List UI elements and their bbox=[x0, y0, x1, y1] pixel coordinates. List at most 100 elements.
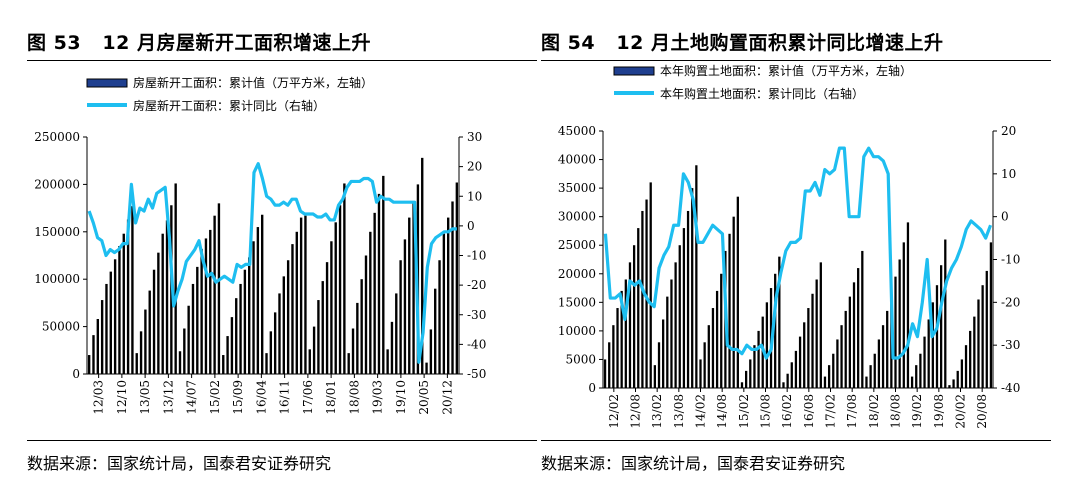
x-tick-label: 19/08 bbox=[932, 394, 946, 429]
bar bbox=[778, 256, 781, 388]
x-tick-label: 17/08 bbox=[845, 394, 859, 429]
bar bbox=[774, 273, 777, 388]
bar bbox=[109, 271, 112, 374]
bar bbox=[200, 248, 203, 374]
bar bbox=[865, 376, 868, 388]
bar bbox=[299, 217, 303, 374]
bar bbox=[678, 245, 681, 388]
bar bbox=[869, 365, 872, 388]
bar bbox=[811, 293, 814, 388]
bar bbox=[356, 302, 359, 374]
y-left-tick-label: 150000 bbox=[34, 225, 80, 239]
bar bbox=[87, 355, 91, 374]
bar bbox=[803, 322, 806, 388]
bar bbox=[256, 227, 260, 374]
bar bbox=[910, 376, 914, 388]
x-tick-label: 17/06 bbox=[301, 380, 315, 415]
bar bbox=[191, 283, 195, 374]
y-right-tick-label: 0 bbox=[467, 219, 475, 233]
bar bbox=[451, 201, 454, 374]
bar bbox=[612, 325, 615, 388]
x-tick-label: 19/03 bbox=[371, 380, 385, 415]
bar bbox=[321, 281, 324, 374]
bar bbox=[840, 325, 843, 388]
bar bbox=[782, 382, 785, 388]
bar bbox=[981, 285, 984, 388]
bar bbox=[390, 321, 394, 374]
x-tick-label: 13/12 bbox=[161, 380, 175, 415]
bar bbox=[686, 210, 690, 388]
y-right-tick-label: -10 bbox=[467, 249, 486, 263]
title-rule bbox=[541, 60, 1051, 61]
title-rule bbox=[27, 60, 537, 61]
bar bbox=[749, 359, 752, 388]
x-tick-label: 19/02 bbox=[910, 394, 924, 429]
bar bbox=[217, 203, 221, 374]
x-tick-label: 16/08 bbox=[802, 394, 816, 429]
bar bbox=[248, 257, 251, 374]
x-tick-label: 20/08 bbox=[975, 394, 989, 429]
bar bbox=[338, 205, 342, 374]
bar bbox=[919, 353, 922, 388]
x-tick-label: 20/12 bbox=[440, 380, 454, 415]
x-tick-label: 15/02 bbox=[737, 394, 751, 429]
bar bbox=[948, 385, 951, 388]
axes: 0 5000 10000 15000 20000 25000 30000 35000 40000… bbox=[558, 124, 1021, 395]
x-tick-label: 14/08 bbox=[715, 394, 729, 429]
bar bbox=[209, 229, 212, 374]
bar bbox=[790, 362, 793, 388]
bar bbox=[187, 305, 190, 374]
bar bbox=[174, 183, 177, 374]
y-right-tick-label: -50 bbox=[467, 367, 486, 381]
bar bbox=[666, 296, 669, 388]
y-left-tick-label: 100000 bbox=[34, 272, 80, 286]
y-left-tick-label: 35000 bbox=[558, 181, 596, 195]
bar bbox=[421, 157, 424, 374]
x-tick-label: 20/02 bbox=[954, 394, 968, 429]
bar-series bbox=[87, 157, 459, 374]
bar bbox=[857, 268, 860, 388]
source-rule bbox=[27, 440, 537, 441]
x-tick-label: 20/05 bbox=[417, 380, 431, 415]
bar bbox=[139, 331, 143, 374]
bar bbox=[455, 182, 459, 374]
x-tick-label: 16/02 bbox=[780, 394, 794, 429]
x-tick-label: 18/08 bbox=[347, 380, 361, 415]
source-note: 数据来源：国家统计局，国泰君安证券研究 bbox=[541, 454, 846, 473]
bar bbox=[632, 245, 636, 388]
bar bbox=[728, 233, 731, 388]
bar bbox=[736, 196, 739, 388]
y-right-tick-label: -30 bbox=[467, 308, 486, 322]
bar bbox=[204, 238, 208, 374]
y-left-tick-label: 45000 bbox=[558, 124, 596, 138]
bar bbox=[308, 349, 311, 374]
x-tick-labels: 12/02 12/08 13/02 13/08 14/02 14/08 15/02 15/08… bbox=[607, 388, 989, 429]
bar bbox=[343, 183, 346, 374]
bar bbox=[183, 328, 186, 374]
bar bbox=[395, 293, 398, 374]
x-tick-label: 12/03 bbox=[92, 380, 106, 415]
bar bbox=[403, 239, 407, 374]
y-left-tick-label: 10000 bbox=[558, 324, 596, 338]
y-right-tick-label: -40 bbox=[1001, 381, 1020, 395]
legend-label-bar: 本年购置土地面积：累计值（万平方米，左轴） bbox=[660, 63, 912, 78]
bar bbox=[707, 325, 710, 388]
legend: 本年购置土地面积：累计值（万平方米，左轴） 本年购置土地面积：累计同比（右轴） bbox=[613, 63, 912, 101]
x-tick-label: 13/02 bbox=[650, 394, 664, 429]
bar bbox=[815, 279, 818, 388]
bar bbox=[226, 336, 229, 374]
bar bbox=[325, 262, 329, 374]
bar bbox=[898, 259, 901, 388]
legend-swatch-bar bbox=[613, 66, 655, 76]
bar bbox=[152, 269, 156, 374]
bar bbox=[844, 310, 847, 388]
bar bbox=[434, 288, 437, 374]
bar bbox=[165, 220, 169, 374]
y-right-tick-label: -20 bbox=[467, 278, 486, 292]
bar bbox=[886, 310, 889, 388]
bar bbox=[373, 212, 376, 374]
bar bbox=[956, 370, 959, 388]
bar bbox=[732, 216, 735, 388]
bar bbox=[915, 365, 918, 388]
bar bbox=[989, 242, 993, 388]
